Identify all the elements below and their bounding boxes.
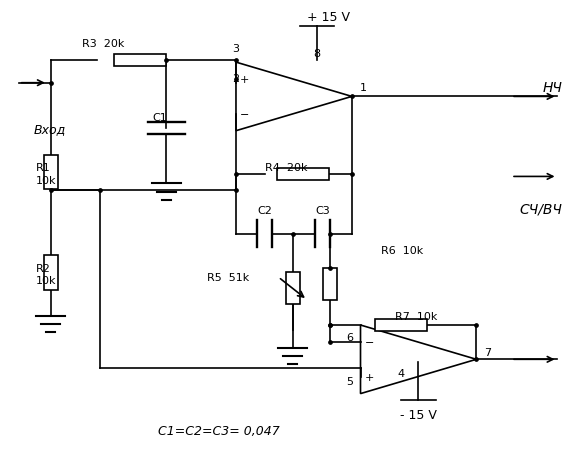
Bar (286, 273, 300, 305)
Bar (44, 256, 58, 290)
Text: R5  51k: R5 51k (207, 272, 249, 282)
Bar (276, 169, 329, 181)
Text: C1=C2=C3= 0,047: C1=C2=C3= 0,047 (158, 424, 279, 437)
Text: C2: C2 (257, 206, 272, 216)
Text: C1: C1 (152, 113, 166, 123)
Text: + 15 V: + 15 V (307, 11, 350, 24)
Text: +: + (364, 372, 374, 382)
Bar (375, 319, 427, 331)
Text: 6: 6 (346, 333, 354, 342)
Bar (114, 55, 166, 67)
Text: R3  20k: R3 20k (81, 39, 124, 49)
Text: R6  10k: R6 10k (381, 245, 423, 255)
Text: 8: 8 (314, 49, 321, 59)
Text: 5: 5 (346, 376, 354, 386)
Text: СЧ/ВЧ: СЧ/ВЧ (520, 202, 563, 216)
Text: НЧ: НЧ (543, 81, 563, 95)
Text: 2: 2 (232, 74, 240, 84)
Text: −: − (240, 110, 249, 119)
Text: R4  20k: R4 20k (265, 163, 307, 173)
Text: 10k: 10k (36, 275, 56, 285)
Text: 1: 1 (360, 83, 367, 93)
Text: 4: 4 (398, 368, 404, 378)
Text: 10k: 10k (36, 175, 56, 185)
Text: 7: 7 (484, 348, 491, 358)
Text: −: − (364, 337, 374, 347)
Text: 3: 3 (232, 45, 239, 54)
Text: C3: C3 (315, 206, 330, 216)
Text: - 15 V: - 15 V (400, 408, 437, 421)
Text: R2: R2 (36, 263, 51, 273)
Text: Вход: Вход (33, 123, 66, 135)
Text: R7  10k: R7 10k (395, 311, 438, 321)
Bar (44, 155, 58, 190)
Text: R1: R1 (36, 163, 51, 173)
Bar (324, 268, 338, 300)
Text: +: + (240, 75, 249, 85)
